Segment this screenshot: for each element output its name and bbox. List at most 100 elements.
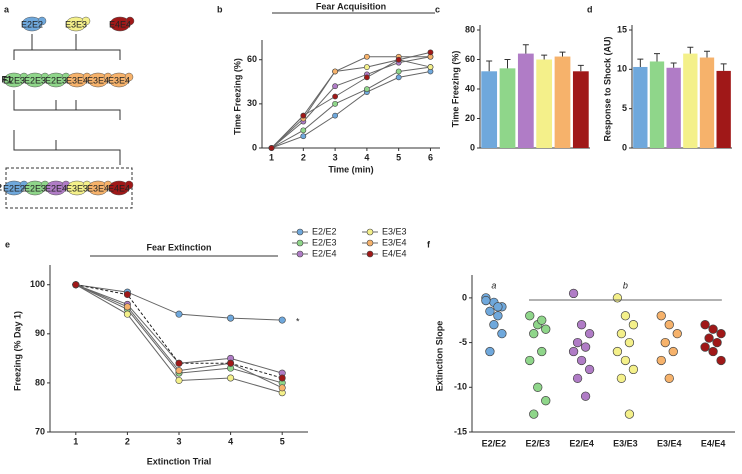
point (332, 83, 339, 90)
chart-title: Fear Acquisition (316, 1, 386, 11)
point (525, 311, 535, 321)
legend-marker (366, 250, 374, 258)
point (395, 74, 402, 81)
y-axis-label: Extinction Slope (434, 321, 444, 392)
point (620, 355, 631, 366)
point (700, 342, 710, 352)
point (716, 355, 726, 366)
error-bar (559, 51, 566, 57)
y-axis-label: Time Freezing (%) (450, 51, 460, 128)
point (568, 288, 579, 299)
y-tick-label: 0 (622, 142, 627, 152)
point (175, 367, 183, 375)
point (227, 374, 235, 382)
generation-label: F2 (0, 182, 2, 192)
point (123, 291, 131, 299)
x-tick-label: E2/E2 (482, 438, 507, 448)
x-tick-label: 1 (269, 152, 274, 162)
point (580, 391, 591, 401)
bar (572, 71, 589, 148)
point (708, 324, 718, 334)
x-tick-label: E3/E4 (657, 438, 682, 448)
point (363, 86, 370, 93)
legend-marker (366, 239, 374, 247)
panel-label: f (427, 239, 431, 249)
point (481, 295, 491, 306)
error-bar (720, 63, 727, 71)
y-tick-label: -5 (459, 337, 467, 347)
x-axis-label: Time (min) (328, 164, 373, 174)
point (704, 333, 714, 343)
point (72, 281, 80, 289)
point (175, 376, 183, 384)
error-bar (541, 54, 548, 60)
legend-marker (366, 228, 374, 236)
x-tick-label: 2 (125, 436, 130, 446)
point (612, 293, 623, 303)
bar (699, 57, 715, 148)
point (620, 311, 631, 321)
legend-marker (296, 228, 304, 236)
point (529, 328, 539, 339)
error-bar (504, 59, 511, 69)
series-line (75, 284, 283, 379)
point (489, 320, 499, 330)
y-axis-label: Response to Shock (AU) (602, 36, 612, 141)
point (525, 355, 535, 366)
annotation: a (491, 280, 496, 290)
point (300, 112, 307, 119)
point (175, 310, 183, 318)
mouse-label: E2E3 (45, 75, 67, 85)
series-line (271, 51, 431, 149)
annotation: * (296, 316, 300, 326)
legend-marker (296, 250, 304, 258)
point (616, 373, 627, 384)
x-axis-label: Extinction Trial (147, 456, 212, 466)
point (123, 310, 131, 318)
mouse-label: E2E3 (3, 75, 25, 85)
x-tick-label: 4 (364, 152, 369, 162)
point (363, 74, 370, 81)
point (572, 373, 583, 384)
point (624, 337, 635, 348)
point (332, 112, 339, 119)
bar (517, 53, 534, 148)
point (493, 302, 503, 312)
point (537, 315, 547, 325)
series-line (271, 70, 431, 149)
point (332, 93, 339, 100)
y-axis-label: Time Freezing (%) (232, 58, 242, 135)
point (572, 337, 583, 348)
legend-label: E2/E4 (312, 248, 337, 258)
axes (471, 275, 735, 433)
error-bar (637, 58, 644, 67)
point (427, 64, 434, 70)
point (628, 320, 639, 330)
legend-label: E3/E3 (382, 226, 407, 236)
point (664, 373, 674, 384)
bar (683, 53, 698, 148)
y-tick-label: 80 (465, 24, 475, 34)
legend-label: E2/E2 (312, 226, 337, 236)
legend-marker (296, 239, 304, 247)
chart-title: Fear Extinction (146, 242, 211, 252)
legend-label: E4/E4 (382, 248, 407, 258)
point (576, 320, 587, 330)
mouse-label: E4E4 (108, 183, 130, 193)
y-tick-label: 10 (617, 64, 627, 74)
mouse-label: E2E4 (45, 183, 67, 193)
y-tick-label: -10 (454, 382, 467, 392)
error-bar (687, 46, 694, 54)
legend-label: E3/E4 (382, 237, 407, 247)
point (497, 328, 507, 339)
point (123, 303, 131, 311)
generation-label: F1 (1, 74, 12, 84)
point (672, 328, 682, 339)
point (541, 396, 551, 406)
x-tick-label: 3 (176, 436, 181, 446)
mouse-head (81, 16, 91, 26)
point (485, 346, 495, 357)
x-tick-label: E2/E4 (569, 438, 594, 448)
point (493, 311, 503, 321)
point (300, 133, 307, 140)
